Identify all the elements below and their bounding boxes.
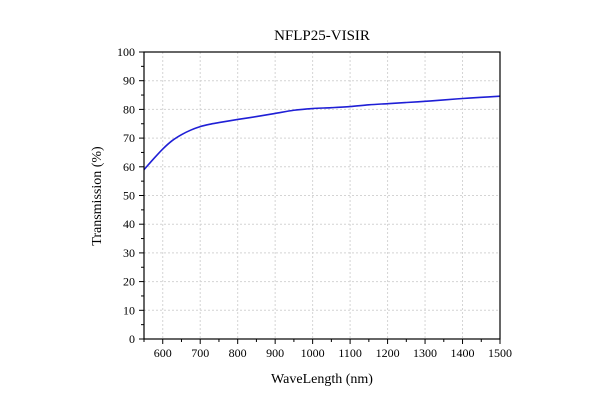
y-tick-label: 10	[123, 303, 135, 317]
x-axis-title: WaveLength (nm)	[271, 372, 373, 387]
tick-labels: 600 700 800 900 1000 1100 1200 1300 1400 1500 0 10 2…	[117, 45, 512, 360]
y-tick-label: 0	[129, 332, 135, 346]
x-tick-label: 1000	[301, 346, 325, 360]
y-tick-label: 100	[117, 45, 135, 59]
y-tick-label: 90	[123, 74, 135, 88]
x-tick-label: 700	[191, 346, 209, 360]
y-tick-label: 60	[123, 160, 135, 174]
x-tick-label: 1100	[338, 346, 362, 360]
chart-title: NFLP25-VISIR	[274, 28, 370, 44]
grid	[144, 52, 500, 339]
y-tick-label: 30	[123, 246, 135, 260]
series-layer	[143, 95, 501, 171]
x-tick-label: 600	[154, 346, 172, 360]
y-tick-label: 80	[123, 102, 135, 116]
y-tick-label: 40	[123, 217, 135, 231]
tick-marks	[139, 51, 501, 344]
x-tick-label: 800	[229, 346, 247, 360]
x-tick-label: 1300	[413, 346, 437, 360]
y-axis-title: Transmission (%)	[90, 146, 105, 246]
y-tick-label: 50	[123, 189, 135, 203]
y-tick-label: 20	[123, 275, 135, 289]
x-tick-label: 1200	[376, 346, 400, 360]
transmission-series-line	[143, 95, 501, 171]
x-tick-label: 1400	[451, 346, 475, 360]
y-tick-label: 70	[123, 131, 135, 145]
x-tick-label: 900	[266, 346, 284, 360]
x-tick-label: 1500	[488, 346, 512, 360]
